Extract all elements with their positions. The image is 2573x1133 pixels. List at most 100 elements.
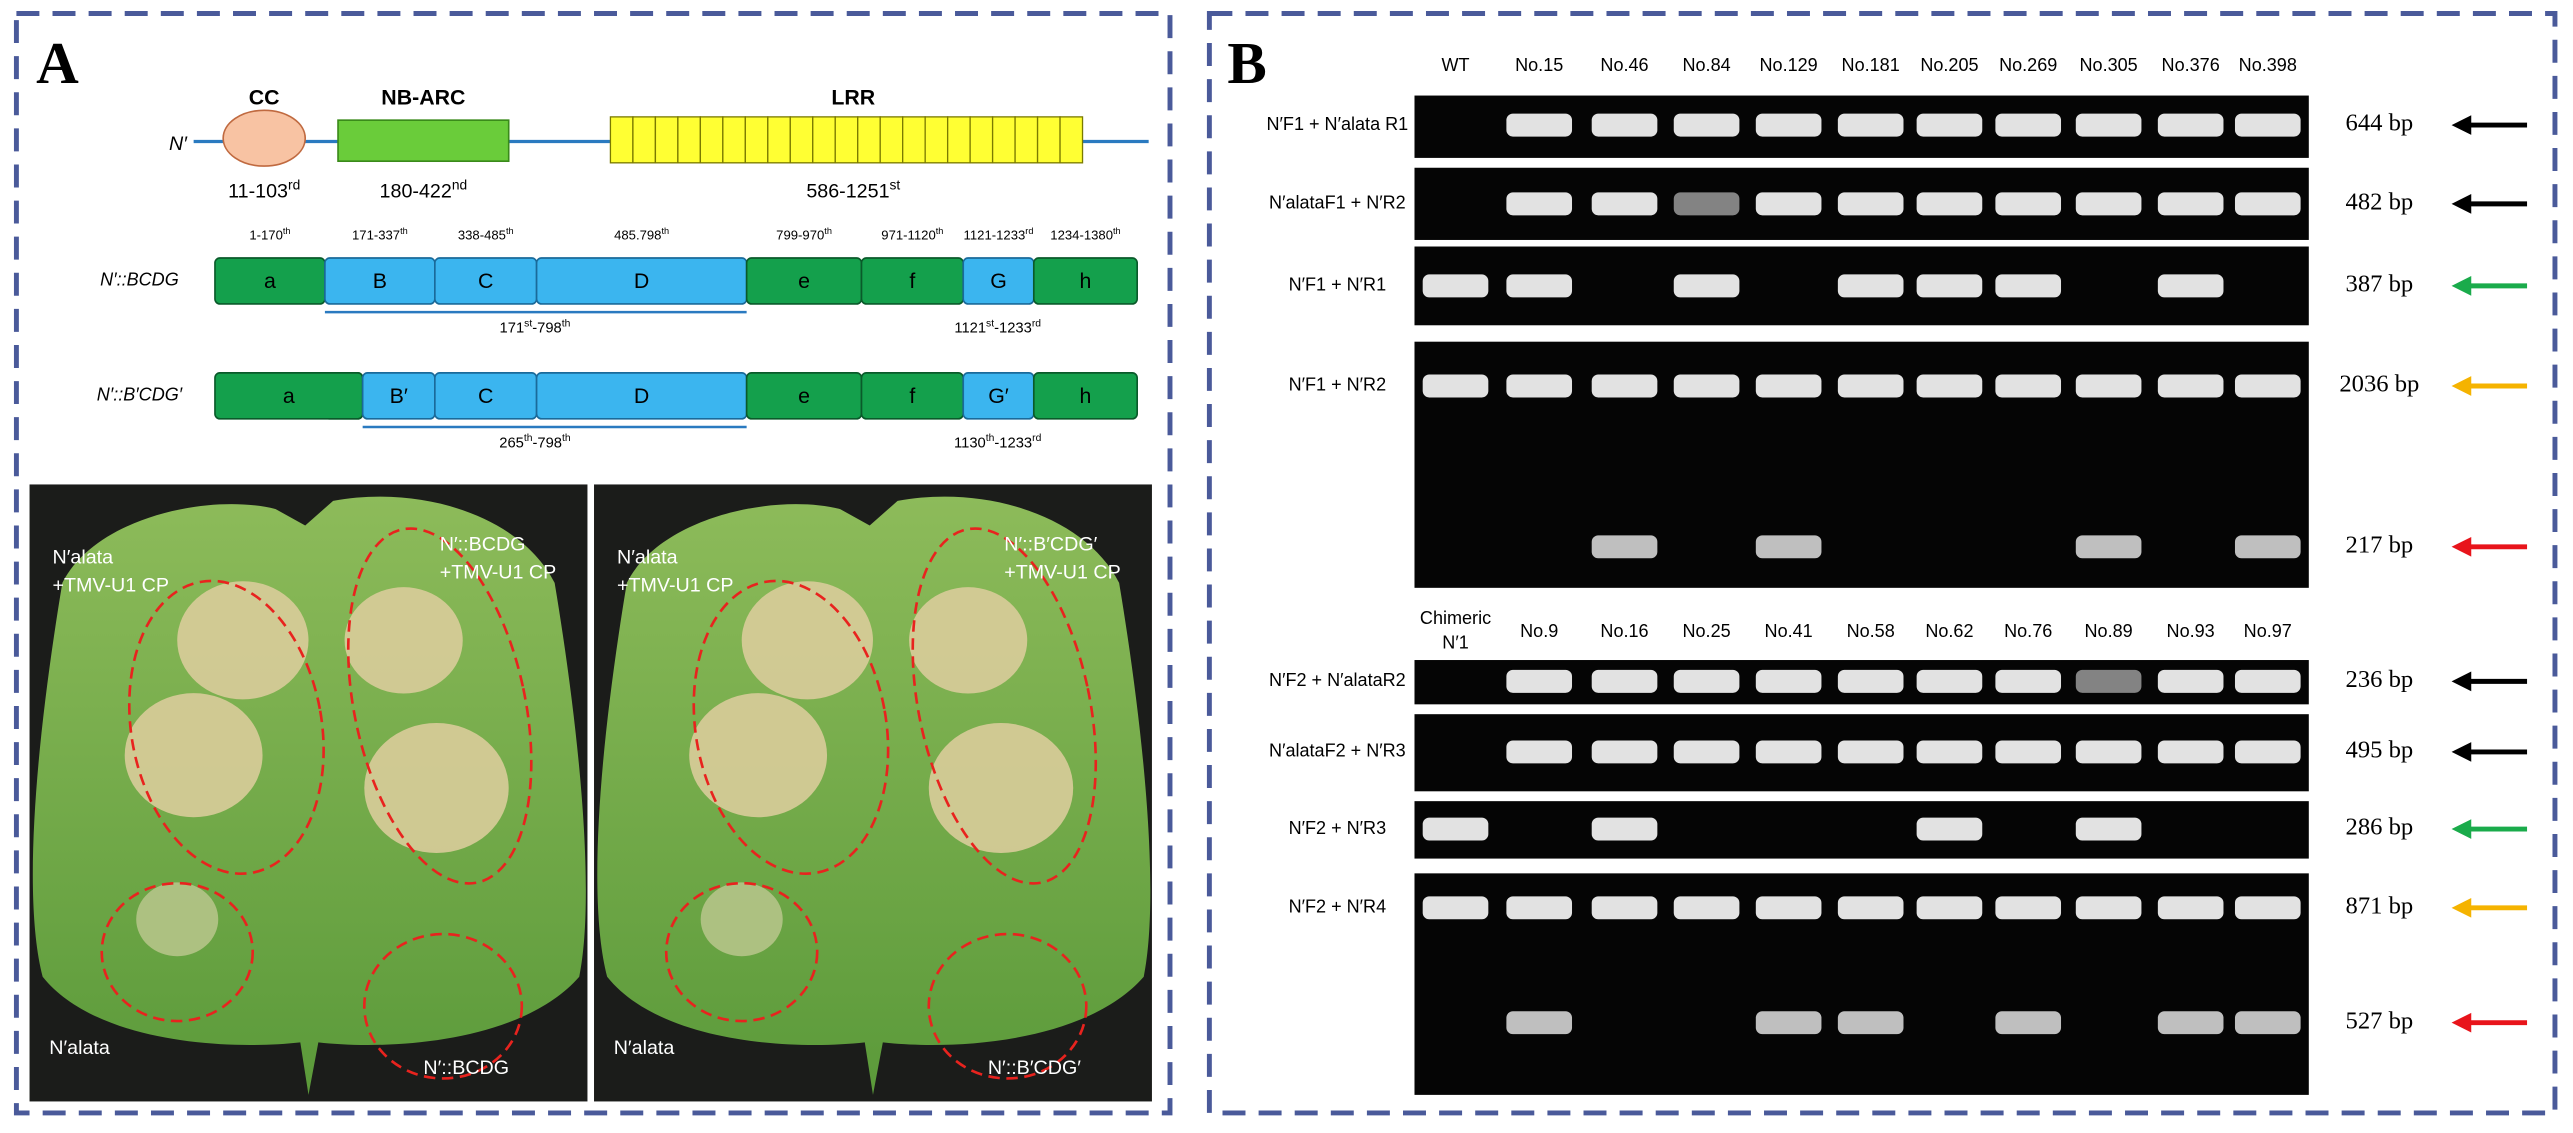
band [1916, 274, 1983, 298]
band [1422, 374, 1489, 398]
lane-label: No.376 [2162, 55, 2220, 75]
lrr-repeat [1059, 116, 1084, 164]
text-part: 1121 [954, 320, 986, 336]
band [1995, 1011, 2062, 1035]
band [2075, 113, 2142, 137]
band [1837, 896, 1904, 920]
arrow-head [2451, 742, 2472, 762]
leaf-label: N′alata [617, 546, 678, 568]
lesion [689, 693, 828, 818]
band [2234, 740, 2301, 764]
lane-label: No.93 [2167, 621, 2215, 641]
segment-label: B [373, 269, 387, 293]
lane-label: No.9 [1520, 621, 1558, 641]
segment [1032, 257, 1138, 305]
band [1837, 740, 1904, 764]
lane-label: No.62 [1925, 621, 1973, 641]
highlight-circle [664, 881, 819, 1023]
lrr-repeat [1014, 116, 1039, 164]
band [1506, 740, 1573, 764]
segment-label: a [283, 384, 295, 408]
lane-label: No.398 [2239, 55, 2297, 75]
segment-label: C [478, 269, 493, 293]
band [1673, 896, 1740, 920]
band-size: 527 bp [2346, 1007, 2414, 1034]
segment-range: 971-1120th​ [881, 226, 943, 243]
lrr-repeat [789, 116, 814, 164]
band [1916, 113, 1983, 137]
band [1591, 896, 1658, 920]
span-label: 171st​-798th​ [500, 318, 571, 336]
segment-label: h [1080, 384, 1092, 408]
leaf-photo: N′alata+TMV-U1 CPN′::BCDG+TMV-U1 CPN′ala… [29, 484, 588, 1102]
highlight-circle [127, 579, 325, 876]
band [1837, 1011, 1904, 1035]
span-label: 1121st​-1233rd​ [954, 318, 1041, 336]
span-label: 265th​-798th​ [499, 433, 571, 451]
band [1837, 374, 1904, 398]
lane-label: No.97 [2244, 621, 2292, 641]
lrr-repeat [632, 116, 657, 164]
lrr-repeat [924, 116, 949, 164]
band [1673, 740, 1740, 764]
band-size: 871 bp [2346, 892, 2414, 919]
band [1673, 192, 1740, 216]
segment-range: 1121-1233rd​ [964, 226, 1034, 243]
highlight-circle [911, 527, 1098, 885]
band [1755, 896, 1822, 920]
lrr-repeat [812, 116, 836, 164]
segment-label: h [1080, 269, 1092, 293]
band [2234, 535, 2301, 559]
band [1591, 669, 1658, 693]
panel-label: A [36, 30, 79, 96]
superscript: th [283, 226, 291, 236]
lrr-repeat [879, 116, 904, 164]
band [1995, 113, 2062, 137]
domain-map: N′ CC NB-ARC LRR [169, 85, 1149, 167]
segment-label: e [798, 269, 810, 293]
superscript: rd [1032, 433, 1041, 444]
band [1591, 113, 1658, 137]
lesion [909, 587, 1028, 694]
band [2157, 374, 2224, 398]
superscript: st [524, 318, 532, 329]
text-part: 1121-1233 [964, 228, 1026, 243]
segment-label: a [264, 269, 276, 293]
panel-label: B [1227, 30, 1266, 96]
primer-label: N′F2 + N′R4 [1289, 897, 1387, 917]
band [2234, 669, 2301, 693]
text-part: 265 [499, 435, 524, 451]
text-part: 1234-1380 [1050, 228, 1113, 243]
highlight-circle [100, 881, 255, 1023]
leaf-label: N′alata [49, 1037, 110, 1059]
primer-label: N′alataF1 + N′R2 [1269, 193, 1406, 213]
band [1506, 1011, 1573, 1035]
arrow-head [2451, 1012, 2472, 1033]
band [2075, 817, 2142, 841]
band [2157, 669, 2224, 693]
domain-name: NB-ARC [381, 85, 465, 109]
band [1591, 817, 1658, 841]
lesion [124, 693, 263, 818]
segment-label: e [798, 384, 810, 408]
band [2157, 740, 2224, 764]
segment-label: G′ [988, 384, 1009, 408]
band [1755, 113, 1822, 137]
lrr-repeat [744, 116, 769, 164]
band [2234, 192, 2301, 216]
primer-label: N′F1 + N′R2 [1289, 375, 1387, 395]
segment-label: B′ [390, 384, 408, 408]
superscript: th [506, 226, 514, 236]
band [1506, 113, 1573, 137]
band [2234, 1011, 2301, 1035]
segment-range: 799-970th​ [776, 226, 832, 243]
text-part: -798 [532, 435, 562, 451]
highlight-circle [346, 527, 533, 885]
leaf-label: +TMV-U1 CP [440, 561, 557, 583]
lane-label: N′1 [1442, 632, 1468, 652]
lrr-repeat [991, 116, 1016, 164]
segment-range: 1-170th​ [249, 226, 290, 243]
band [2157, 274, 2224, 298]
arrow-head [2451, 897, 2472, 918]
text-part: 485.798 [614, 228, 661, 243]
